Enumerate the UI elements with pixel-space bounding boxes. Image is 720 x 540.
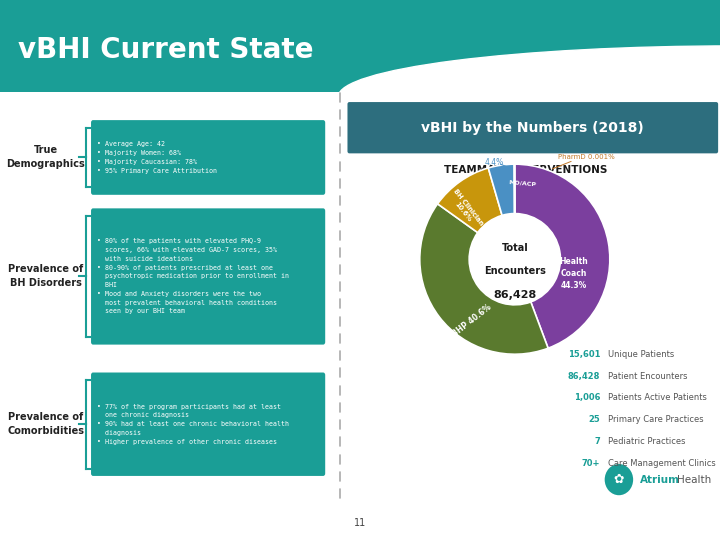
FancyBboxPatch shape <box>91 208 325 345</box>
Text: Patient Encounters: Patient Encounters <box>608 372 687 381</box>
Text: 11: 11 <box>354 518 366 528</box>
Text: BH Clinician
10.6%: BH Clinician 10.6% <box>446 188 484 231</box>
Text: Care Management Clinics: Care Management Clinics <box>608 458 716 468</box>
Text: Prevalence of
BH Disorders: Prevalence of BH Disorders <box>8 265 84 288</box>
Text: ✿: ✿ <box>613 473 624 486</box>
Text: Unique Patients: Unique Patients <box>608 350 674 359</box>
Text: Atrium: Atrium <box>639 475 680 484</box>
Text: vBHI by the Numbers (2018): vBHI by the Numbers (2018) <box>421 121 644 135</box>
Text: PharmD 0.001%: PharmD 0.001% <box>558 153 614 159</box>
FancyBboxPatch shape <box>91 120 325 195</box>
Text: Total: Total <box>501 243 528 253</box>
Wedge shape <box>488 164 515 215</box>
Text: 7: 7 <box>595 437 600 446</box>
Text: 70+: 70+ <box>582 458 600 468</box>
Text: Encounters: Encounters <box>484 266 546 275</box>
Text: • 80% of the patients with elevated PHQ-9
  scores, 66% with elevated GAD-7 scor: • 80% of the patients with elevated PHQ-… <box>97 239 289 314</box>
Text: Health: Health <box>677 475 711 484</box>
Text: • Average Age: 42
• Majority Women: 68%
• Majority Caucasian: 78%
• 95% Primary : • Average Age: 42 • Majority Women: 68% … <box>97 141 217 173</box>
FancyBboxPatch shape <box>91 373 325 476</box>
Circle shape <box>605 464 633 495</box>
Text: Patients Active Patients: Patients Active Patients <box>608 394 706 402</box>
Circle shape <box>338 46 720 147</box>
Text: 4.4%: 4.4% <box>485 158 503 167</box>
FancyBboxPatch shape <box>348 102 718 153</box>
Text: • 77% of the program participants had at least
  one chronic diagnosis
• 90% had: • 77% of the program participants had at… <box>97 404 289 445</box>
Text: 25: 25 <box>588 415 600 424</box>
Wedge shape <box>515 164 610 348</box>
Text: Primary Care Practices: Primary Care Practices <box>608 415 703 424</box>
Text: 86,428: 86,428 <box>493 291 536 300</box>
Text: Pediatric Practices: Pediatric Practices <box>608 437 685 446</box>
Text: True
Demographics: True Demographics <box>6 145 85 170</box>
Text: MD/ACP: MD/ACP <box>508 179 536 187</box>
Text: BHP 40.6%: BHP 40.6% <box>451 303 493 339</box>
Wedge shape <box>420 204 548 354</box>
Text: TEAMMATE INTERVENTIONS: TEAMMATE INTERVENTIONS <box>444 165 607 175</box>
Text: vBHI Current State: vBHI Current State <box>18 37 313 64</box>
Text: Prevalence of
Comorbidities: Prevalence of Comorbidities <box>7 412 84 436</box>
Text: Health
Coach
44.3%: Health Coach 44.3% <box>559 257 588 290</box>
Text: 15,601: 15,601 <box>567 350 600 359</box>
Text: 86,428: 86,428 <box>568 372 600 381</box>
Wedge shape <box>438 168 502 233</box>
Text: 1,006: 1,006 <box>574 394 600 402</box>
